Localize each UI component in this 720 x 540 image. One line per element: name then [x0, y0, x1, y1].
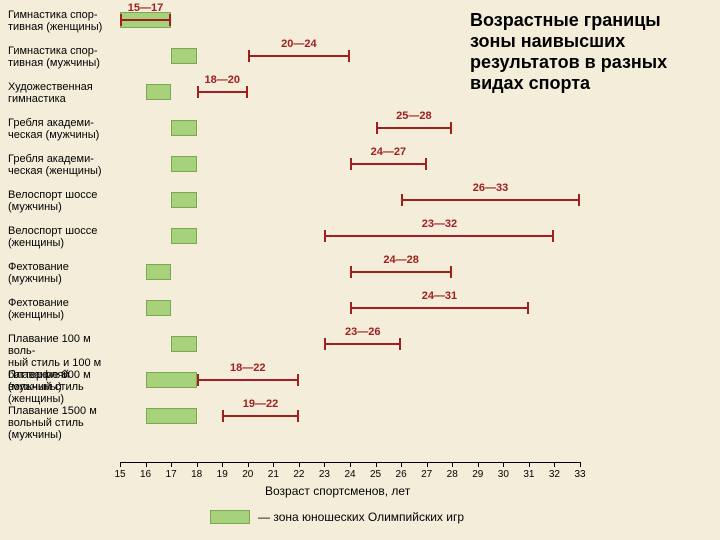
x-tick-label: 28: [447, 469, 458, 480]
x-tick-label: 17: [166, 469, 177, 480]
x-tick-label: 22: [293, 469, 304, 480]
peak-range-bar: [324, 230, 554, 242]
x-tick-label: 31: [523, 469, 534, 480]
x-tick-label: 32: [549, 469, 560, 480]
x-tick: [401, 462, 402, 467]
youth-zone-bar: [146, 84, 172, 100]
x-tick-label: 29: [472, 469, 483, 480]
x-tick-label: 23: [319, 469, 330, 480]
youth-zone-bar: [146, 408, 197, 424]
peak-range-bar: [197, 374, 299, 386]
peak-range-label: 20—24: [281, 38, 316, 50]
peak-range-bar: [350, 266, 452, 278]
peak-range-label: 23—32: [422, 218, 457, 230]
x-tick: [171, 462, 172, 467]
peak-range-bar: [120, 14, 171, 26]
x-tick: [427, 462, 428, 467]
x-tick-label: 26: [396, 469, 407, 480]
x-tick-label: 15: [114, 469, 125, 480]
peak-range-label: 24—27: [371, 146, 406, 158]
peak-range-label: 24—31: [422, 290, 457, 302]
peak-range-bar: [324, 338, 401, 350]
x-tick: [478, 462, 479, 467]
peak-range-bar: [401, 194, 580, 206]
x-tick: [146, 462, 147, 467]
peak-range-label: 23—26: [345, 326, 380, 338]
row-label: Велоспорт шоссе (мужчины): [8, 189, 118, 213]
x-tick: [554, 462, 555, 467]
x-tick: [197, 462, 198, 467]
row-label: Велоспорт шоссе (женщины): [8, 225, 118, 249]
x-tick: [299, 462, 300, 467]
youth-zone-bar: [146, 300, 172, 316]
row-label: Гимнастика спор- тивная (женщины): [8, 9, 118, 33]
youth-zone-bar: [171, 192, 197, 208]
x-tick-label: 27: [421, 469, 432, 480]
x-tick-label: 24: [344, 469, 355, 480]
x-tick-label: 16: [140, 469, 151, 480]
chart-title: Возрастные границы зоны наивысших резуль…: [470, 10, 710, 94]
x-tick-label: 19: [217, 469, 228, 480]
youth-zone-bar: [146, 264, 172, 280]
row-label: Гребля академи- ческая (мужчины): [8, 117, 118, 141]
peak-range-bar: [197, 86, 248, 98]
legend-swatch: [210, 510, 250, 524]
peak-range-label: 15—17: [128, 2, 163, 14]
row-label: Художественная гимнастика: [8, 81, 118, 105]
x-tick: [324, 462, 325, 467]
x-tick-label: 18: [191, 469, 202, 480]
x-tick: [248, 462, 249, 467]
peak-range-bar: [350, 158, 427, 170]
row-label: Плавание 1500 м вольный стиль (мужчины): [8, 405, 118, 441]
peak-range-label: 18—20: [204, 74, 239, 86]
x-tick-label: 20: [242, 469, 253, 480]
x-tick: [529, 462, 530, 467]
peak-range-bar: [350, 302, 529, 314]
youth-zone-bar: [171, 48, 197, 64]
youth-zone-bar: [171, 228, 197, 244]
peak-range-label: 18—22: [230, 362, 265, 374]
x-tick: [580, 462, 581, 467]
x-tick: [222, 462, 223, 467]
peak-range-label: 26—33: [473, 182, 508, 194]
peak-range-bar: [248, 50, 350, 62]
x-tick-label: 25: [370, 469, 381, 480]
x-tick: [350, 462, 351, 467]
youth-zone-bar: [146, 372, 197, 388]
x-axis-title: Возраст спортсменов, лет: [265, 484, 410, 498]
row-label: Гимнастика спор- тивная (мужчины): [8, 45, 118, 69]
peak-range-label: 19—22: [243, 398, 278, 410]
x-tick: [452, 462, 453, 467]
legend-text: — зона юношеских Олимпийских игр: [258, 510, 464, 524]
row-label: Плавание 800 м вольный стиль (женщины): [8, 369, 118, 405]
peak-range-bar: [376, 122, 453, 134]
x-tick-label: 33: [574, 469, 585, 480]
peak-range-label: 25—28: [396, 110, 431, 122]
x-tick-label: 21: [268, 469, 279, 480]
row-label: Фехтование (женщины): [8, 297, 118, 321]
youth-zone-bar: [171, 336, 197, 352]
x-tick: [120, 462, 121, 467]
row-label: Гребля академи- ческая (женщины): [8, 153, 118, 177]
x-tick-label: 30: [498, 469, 509, 480]
peak-range-label: 24—28: [383, 254, 418, 266]
youth-zone-bar: [171, 156, 197, 172]
x-tick: [273, 462, 274, 467]
youth-zone-bar: [171, 120, 197, 136]
peak-range-bar: [222, 410, 299, 422]
x-tick: [503, 462, 504, 467]
x-tick: [376, 462, 377, 467]
row-label: Фехтование (мужчины): [8, 261, 118, 285]
